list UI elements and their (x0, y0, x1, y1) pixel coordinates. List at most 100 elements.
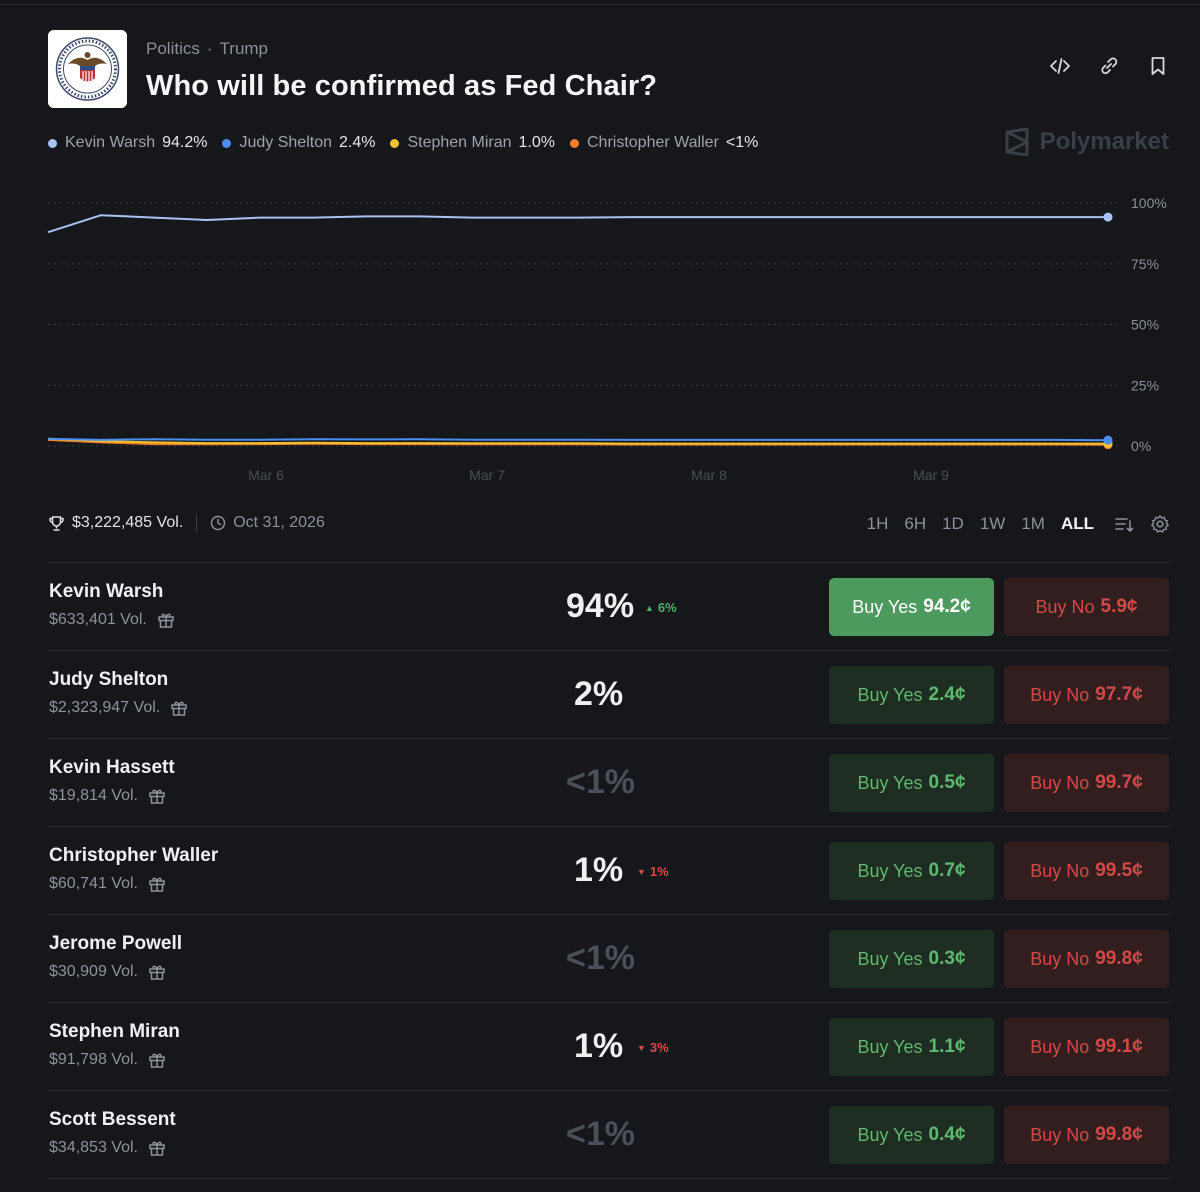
outcome-name[interactable]: Christopher Waller (49, 845, 219, 866)
outcome-row[interactable]: Jerome Powell $30,909 Vol. <1% Buy Yes 0.3¢ B… (48, 914, 1170, 1002)
series-line-judy-shelton (47, 437, 1109, 442)
buy-no-button[interactable]: Buy No 99.5¢ (1004, 842, 1169, 900)
polymarket-watermark: Polymarket (1004, 128, 1169, 156)
outcome-name[interactable]: Kevin Warsh (49, 581, 164, 602)
outcome-name[interactable]: Stephen Miran (49, 1021, 180, 1042)
buy-no-price: 99.1¢ (1095, 1036, 1143, 1057)
outcome-name[interactable]: Scott Bessent (49, 1109, 176, 1130)
buy-no-button[interactable]: Buy No 99.7¢ (1004, 754, 1169, 812)
gift-icon[interactable] (148, 875, 166, 893)
outcome-volume-value: $91,798 Vol. (49, 1051, 138, 1068)
outcome-row[interactable]: Kevin Warsh $633,401 Vol. 94% ▲ 6% Buy Yes 94.… (48, 562, 1170, 650)
outcome-volume: $91,798 Vol. (49, 1051, 166, 1069)
buy-no-price: 99.8¢ (1095, 948, 1143, 969)
buy-yes-button[interactable]: Buy Yes 2.4¢ (829, 666, 994, 724)
outcome-row[interactable]: Scott Bessent $34,853 Vol. <1% Buy Yes 0.4¢ B… (48, 1090, 1170, 1178)
total-volume: $3,222,485 Vol. (72, 514, 184, 531)
outcome-name[interactable]: Jerome Powell (49, 933, 183, 954)
buy-yes-price: 0.7¢ (928, 860, 966, 881)
buy-yes-button[interactable]: Buy Yes 0.4¢ (829, 1106, 994, 1164)
outcome-volume: $30,909 Vol. (49, 963, 166, 981)
buy-yes-price: 94.2¢ (923, 596, 971, 617)
outcome-volume-value: $34,853 Vol. (49, 1139, 138, 1156)
x-tick-label: Mar 9 (913, 467, 949, 483)
buy-yes-button[interactable]: Buy Yes 0.5¢ (829, 754, 994, 812)
buy-yes-price: 0.4¢ (928, 1124, 966, 1145)
legend-swatch (570, 138, 579, 148)
timeframe-all[interactable]: ALL (1060, 514, 1094, 533)
buy-yes-label: Buy Yes (857, 1036, 923, 1057)
outcomes-list: Kevin Warsh $633,401 Vol. 94% ▲ 6% Buy Yes 94.… (48, 562, 1170, 1179)
copy-link-button[interactable] (1097, 54, 1121, 78)
outcome-row[interactable]: Christopher Waller $60,741 Vol. 1% ▼ 1% Buy Y… (48, 826, 1170, 914)
buy-no-button[interactable]: Buy No 97.7¢ (1004, 666, 1169, 724)
gift-icon[interactable] (157, 611, 175, 629)
y-tick-label: 50% (1131, 317, 1159, 333)
timeframe-1m[interactable]: 1M (1021, 514, 1045, 533)
buy-yes-button[interactable]: Buy Yes 1.1¢ (829, 1018, 994, 1076)
outcome-volume: $633,401 Vol. (49, 611, 175, 629)
legend-label: Judy Shelton (239, 134, 332, 151)
timeframe-1h[interactable]: 1H (866, 514, 889, 533)
outcome-name[interactable]: Judy Shelton (49, 669, 169, 690)
sort-button[interactable] (1114, 514, 1134, 534)
sort-icon (1115, 518, 1134, 533)
timeframe-1w[interactable]: 1W (979, 514, 1006, 533)
gift-icon[interactable] (148, 787, 166, 805)
buy-no-button[interactable]: Buy No 99.8¢ (1004, 930, 1169, 988)
buy-yes-label: Buy Yes (857, 860, 923, 881)
buy-yes-label: Buy Yes (857, 948, 923, 969)
buy-no-button[interactable]: Buy No 5.9¢ (1004, 578, 1169, 636)
buy-yes-button[interactable]: Buy Yes 0.7¢ (829, 842, 994, 900)
y-tick-label: 75% (1131, 256, 1159, 272)
legend-value: 94.2% (162, 134, 208, 151)
buy-yes-button[interactable]: Buy Yes 0.3¢ (829, 930, 994, 988)
probability-value: 1% (574, 851, 624, 889)
price-change-value: 6% (657, 600, 677, 615)
list-bottom-divider (48, 1178, 1170, 1179)
legend-value: 2.4% (339, 134, 376, 151)
x-tick-label: Mar 8 (691, 467, 727, 483)
outcome-volume: $19,814 Vol. (49, 787, 166, 805)
gift-icon[interactable] (148, 963, 166, 981)
embed-code-button[interactable] (1048, 54, 1072, 78)
timeframe-1d[interactable]: 1D (942, 514, 964, 533)
breadcrumb-category-link[interactable]: Politics (146, 39, 200, 58)
x-tick-label: Mar 6 (248, 467, 284, 483)
y-tick-label: 0% (1131, 438, 1151, 454)
gift-icon[interactable] (148, 1051, 166, 1069)
gift-icon[interactable] (170, 699, 188, 717)
polymarket-logo-icon (1005, 128, 1029, 156)
x-tick-label: Mar 7 (469, 467, 505, 483)
buy-no-price: 5.9¢ (1100, 596, 1138, 617)
buy-no-label: Buy No (1030, 772, 1090, 793)
price-history-chart[interactable]: 100% 75% 50% 25% 0% Mar 6 Mar 7 Mar 8 Mar 9 (0, 180, 1200, 490)
chart-settings-button[interactable] (1150, 514, 1170, 534)
outcome-volume-value: $19,814 Vol. (49, 787, 138, 804)
buy-no-label: Buy No (1035, 596, 1095, 617)
buy-no-button[interactable]: Buy No 99.8¢ (1004, 1106, 1169, 1164)
buy-no-button[interactable]: Buy No 99.1¢ (1004, 1018, 1169, 1076)
buy-yes-label: Buy Yes (852, 596, 918, 617)
series-endpoint-kevin-warsh (1103, 212, 1113, 222)
outcome-row[interactable]: Stephen Miran $91,798 Vol. 1% ▼ 3% Buy Yes 1.1… (48, 1002, 1170, 1090)
buy-yes-label: Buy Yes (857, 1124, 923, 1145)
brand-name: Polymarket (1039, 128, 1169, 155)
timeframe-6h[interactable]: 6H (904, 514, 927, 533)
breadcrumb-tag-link[interactable]: Trump (219, 39, 269, 58)
market-header: Politics · Trump Who will be confirmed as … (48, 30, 1170, 108)
buy-no-label: Buy No (1030, 1124, 1090, 1145)
buy-no-price: 99.5¢ (1095, 860, 1143, 881)
buy-yes-price: 2.4¢ (928, 684, 966, 705)
buy-yes-button[interactable]: Buy Yes 94.2¢ (829, 578, 994, 636)
outcome-row[interactable]: Judy Shelton $2,323,947 Vol. 2% Buy Yes 2.4¢… (48, 650, 1170, 738)
arrow-down-icon: ▼ (637, 867, 646, 877)
outcome-name[interactable]: Kevin Hassett (49, 757, 175, 778)
price-change: ▼ 3% (637, 1040, 669, 1055)
outcome-row[interactable]: Kevin Hassett $19,814 Vol. <1% Buy Yes 0.5¢ B… (48, 738, 1170, 826)
end-date: Oct 31, 2026 (233, 514, 325, 531)
header-actions (1048, 54, 1170, 78)
gift-icon[interactable] (148, 1139, 166, 1157)
bookmark-button[interactable] (1146, 54, 1170, 78)
market-logo-federal-reserve-seal (48, 30, 127, 108)
